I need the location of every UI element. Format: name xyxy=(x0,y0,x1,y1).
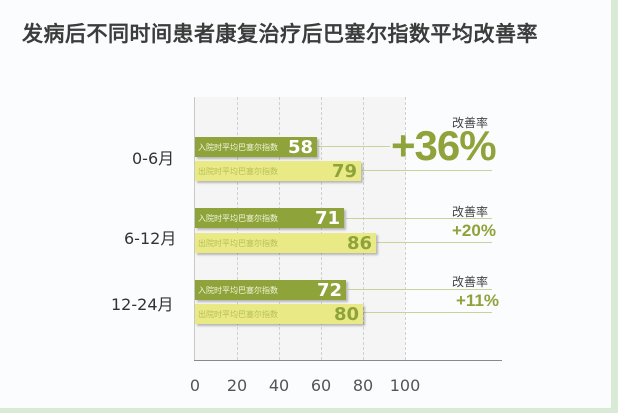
rate-label: 改善率 xyxy=(452,205,489,219)
bar-label: 出院时平均巴塞尔指数 xyxy=(198,309,278,319)
bar-label: 出院时平均巴塞尔指数 xyxy=(198,166,278,176)
leader-line xyxy=(346,218,492,219)
bar-admission: 入院时平均巴塞尔指数 58 xyxy=(195,136,317,158)
rate-label: 改善率 xyxy=(452,116,489,130)
x-axis-line xyxy=(194,360,502,361)
chart-card: 发病后不同时间患者康复治疗后巴塞尔指数平均改善率 0 20 40 60 80 1… xyxy=(0,0,611,408)
gridline-100 xyxy=(405,97,406,360)
x-tick: 60 xyxy=(310,376,332,395)
bar-label: 入院时平均巴塞尔指数 xyxy=(198,213,278,223)
rate-value: +20% xyxy=(452,221,496,240)
y-axis-line xyxy=(194,97,195,360)
rate-value: +36% xyxy=(391,122,497,169)
gridline-80 xyxy=(363,97,364,360)
bar-discharge: 出院时平均巴塞尔指数 80 xyxy=(195,303,363,325)
bar-discharge: 出院时平均巴塞尔指数 79 xyxy=(195,160,361,182)
category-label: 12-24月 xyxy=(111,295,174,314)
leader-line xyxy=(318,146,390,147)
bar-value: 58 xyxy=(287,136,313,158)
bar-label: 入院时平均巴塞尔指数 xyxy=(198,142,278,152)
leader-line xyxy=(377,242,492,243)
x-tick: 0 xyxy=(189,376,201,395)
bar-value: 72 xyxy=(316,279,342,301)
bar-value: 80 xyxy=(333,303,359,325)
gridline-40 xyxy=(279,97,280,360)
leader-line xyxy=(362,170,492,171)
x-tick: 100 xyxy=(389,376,421,395)
rate-label: 改善率 xyxy=(452,275,489,289)
bar-label: 入院时平均巴塞尔指数 xyxy=(198,285,278,295)
x-tick: 80 xyxy=(352,376,374,395)
bar-value: 86 xyxy=(346,232,372,254)
category-label: 6-12月 xyxy=(124,229,177,248)
leader-line xyxy=(364,312,492,313)
bar-admission: 入院时平均巴塞尔指数 72 xyxy=(195,279,346,301)
gridline-60 xyxy=(321,97,322,360)
bar-admission: 入院时平均巴塞尔指数 71 xyxy=(195,207,344,229)
bar-label: 出院时平均巴塞尔指数 xyxy=(198,238,278,248)
bar-value: 79 xyxy=(331,160,357,182)
leader-line xyxy=(348,289,492,290)
x-tick: 40 xyxy=(268,376,290,395)
gridline-20 xyxy=(237,97,238,360)
bar-value: 71 xyxy=(314,207,340,229)
bar-discharge: 出院时平均巴塞尔指数 86 xyxy=(195,232,376,254)
x-tick: 20 xyxy=(226,376,248,395)
category-label: 0-6月 xyxy=(132,149,175,168)
chart-title: 发病后不同时间患者康复治疗后巴塞尔指数平均改善率 xyxy=(22,22,538,46)
rate-value: +11% xyxy=(456,291,500,310)
